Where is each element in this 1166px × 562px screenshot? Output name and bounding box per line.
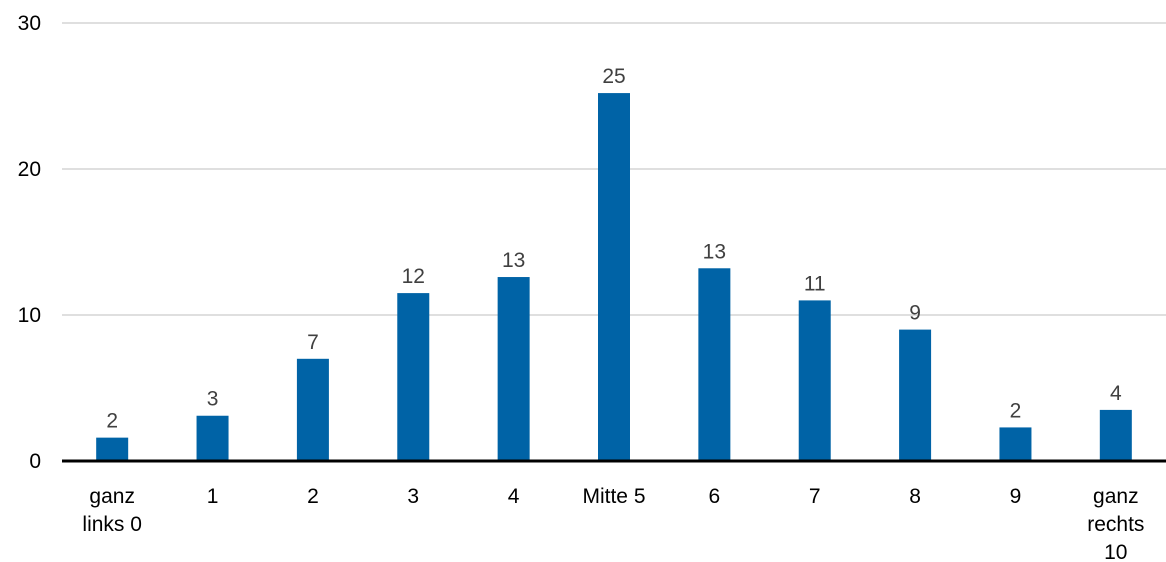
y-tick-label: 10	[18, 304, 41, 327]
x-category-label: Mitte 5	[582, 485, 645, 508]
x-category-label-line: 6	[709, 485, 721, 508]
x-category-label: 6	[709, 485, 721, 508]
data-label: 2	[106, 410, 118, 433]
x-category-label: 4	[508, 485, 520, 508]
bar	[397, 293, 430, 461]
bar	[497, 277, 530, 461]
x-category-label-line: Mitte 5	[582, 485, 645, 508]
x-category-label-line: 2	[307, 485, 319, 508]
x-category-label-line: 8	[909, 485, 921, 508]
bar	[296, 358, 329, 461]
x-category-label: 1	[207, 485, 219, 508]
x-category-label: ganz rechts 10	[1087, 485, 1144, 562]
data-labels: 2 3 7 12 13 25 13 11 9 2 4	[106, 65, 1122, 433]
data-label: 2	[1010, 399, 1022, 422]
x-category-label-line: ganz	[89, 485, 135, 508]
x-category-label-line: 4	[508, 485, 520, 508]
y-tick-label: 30	[18, 12, 41, 35]
x-category-label-line: 3	[407, 485, 419, 508]
x-axis-categories: ganz links 0 1 2 3 4 Mitte 5 6 7 8 9 ganz rechts 10	[82, 485, 1144, 562]
x-category-label-line: rechts	[1087, 513, 1144, 536]
data-label: 9	[909, 302, 921, 325]
bar	[899, 329, 932, 461]
x-category-label: ganz links 0	[82, 485, 142, 536]
data-label: 13	[502, 249, 525, 272]
bar	[698, 268, 731, 461]
bar	[999, 427, 1032, 461]
y-axis-ticks: 0 10 20 30	[18, 12, 41, 473]
y-tick-label: 20	[18, 158, 41, 181]
bars	[96, 93, 1132, 461]
data-label: 7	[307, 331, 319, 354]
data-label: 3	[207, 388, 219, 411]
data-label: 11	[804, 272, 826, 295]
y-tick-label: 0	[29, 450, 41, 473]
x-category-label: 8	[909, 485, 921, 508]
bar	[798, 300, 831, 461]
data-label: 4	[1110, 382, 1122, 405]
bar	[1099, 409, 1132, 461]
x-category-label: 2	[307, 485, 319, 508]
x-category-label-line: ganz	[1093, 485, 1139, 508]
data-label: 25	[602, 65, 625, 88]
x-category-label-line: 1	[207, 485, 219, 508]
x-category-label: 3	[407, 485, 419, 508]
x-category-label-line: 10	[1104, 541, 1127, 562]
x-category-label: 7	[809, 485, 821, 508]
bar	[196, 415, 229, 461]
data-label: 12	[402, 265, 425, 288]
x-category-label-line: links 0	[82, 513, 142, 536]
bar	[96, 437, 129, 461]
bar	[598, 93, 630, 461]
data-label: 13	[703, 240, 726, 263]
x-category-label-line: 7	[809, 485, 821, 508]
x-category-label: 9	[1010, 485, 1022, 508]
x-category-label-line: 9	[1010, 485, 1022, 508]
